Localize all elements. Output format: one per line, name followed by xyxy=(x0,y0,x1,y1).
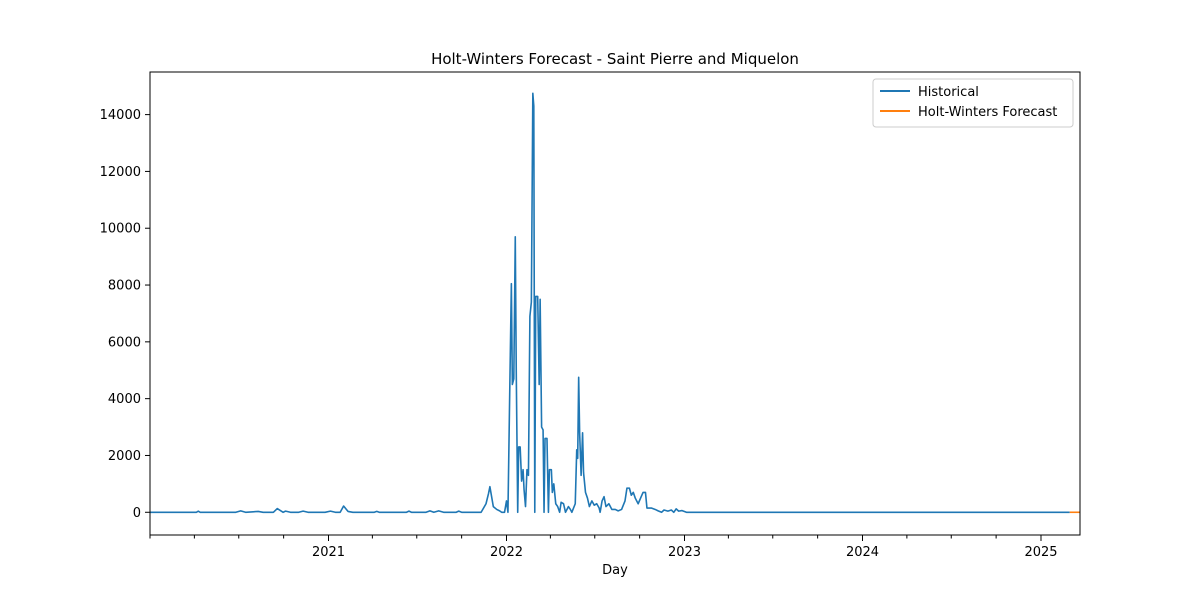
y-tick-label: 14000 xyxy=(100,108,141,123)
x-tick-label: 2021 xyxy=(312,545,345,560)
y-tick-label: 10000 xyxy=(100,222,141,237)
x-tick-label: 2023 xyxy=(668,545,701,560)
y-tick-label: 12000 xyxy=(100,165,141,180)
legend: Historical Holt-Winters Forecast xyxy=(872,78,1074,128)
x-tick-label: 2022 xyxy=(490,545,523,560)
x-axis-title: Day xyxy=(602,563,628,578)
plot-frame xyxy=(149,71,1081,536)
y-tick-label: 6000 xyxy=(108,335,141,350)
plot-area xyxy=(150,72,1080,535)
y-tick-label: 0 xyxy=(133,506,141,521)
y-tick-label: 8000 xyxy=(108,279,141,294)
series-line-historical xyxy=(150,92,1070,514)
legend-label-forecast: Holt-Winters Forecast xyxy=(918,105,1057,120)
legend-box xyxy=(872,78,1074,128)
y-tick-label: 4000 xyxy=(108,392,141,407)
x-tick-label: 2025 xyxy=(1024,545,1057,560)
data-layer xyxy=(150,92,1080,514)
y-tick-label: 2000 xyxy=(108,449,141,464)
chart-title: Holt-Winters Forecast - Saint Pierre and… xyxy=(431,50,799,68)
axis-layer: 0 2000 4000 6000 8000 10000 12000 14000 2021 2022… xyxy=(100,108,1058,560)
legend-label-historical: Historical xyxy=(918,85,979,100)
x-tick-label: 2024 xyxy=(846,545,879,560)
